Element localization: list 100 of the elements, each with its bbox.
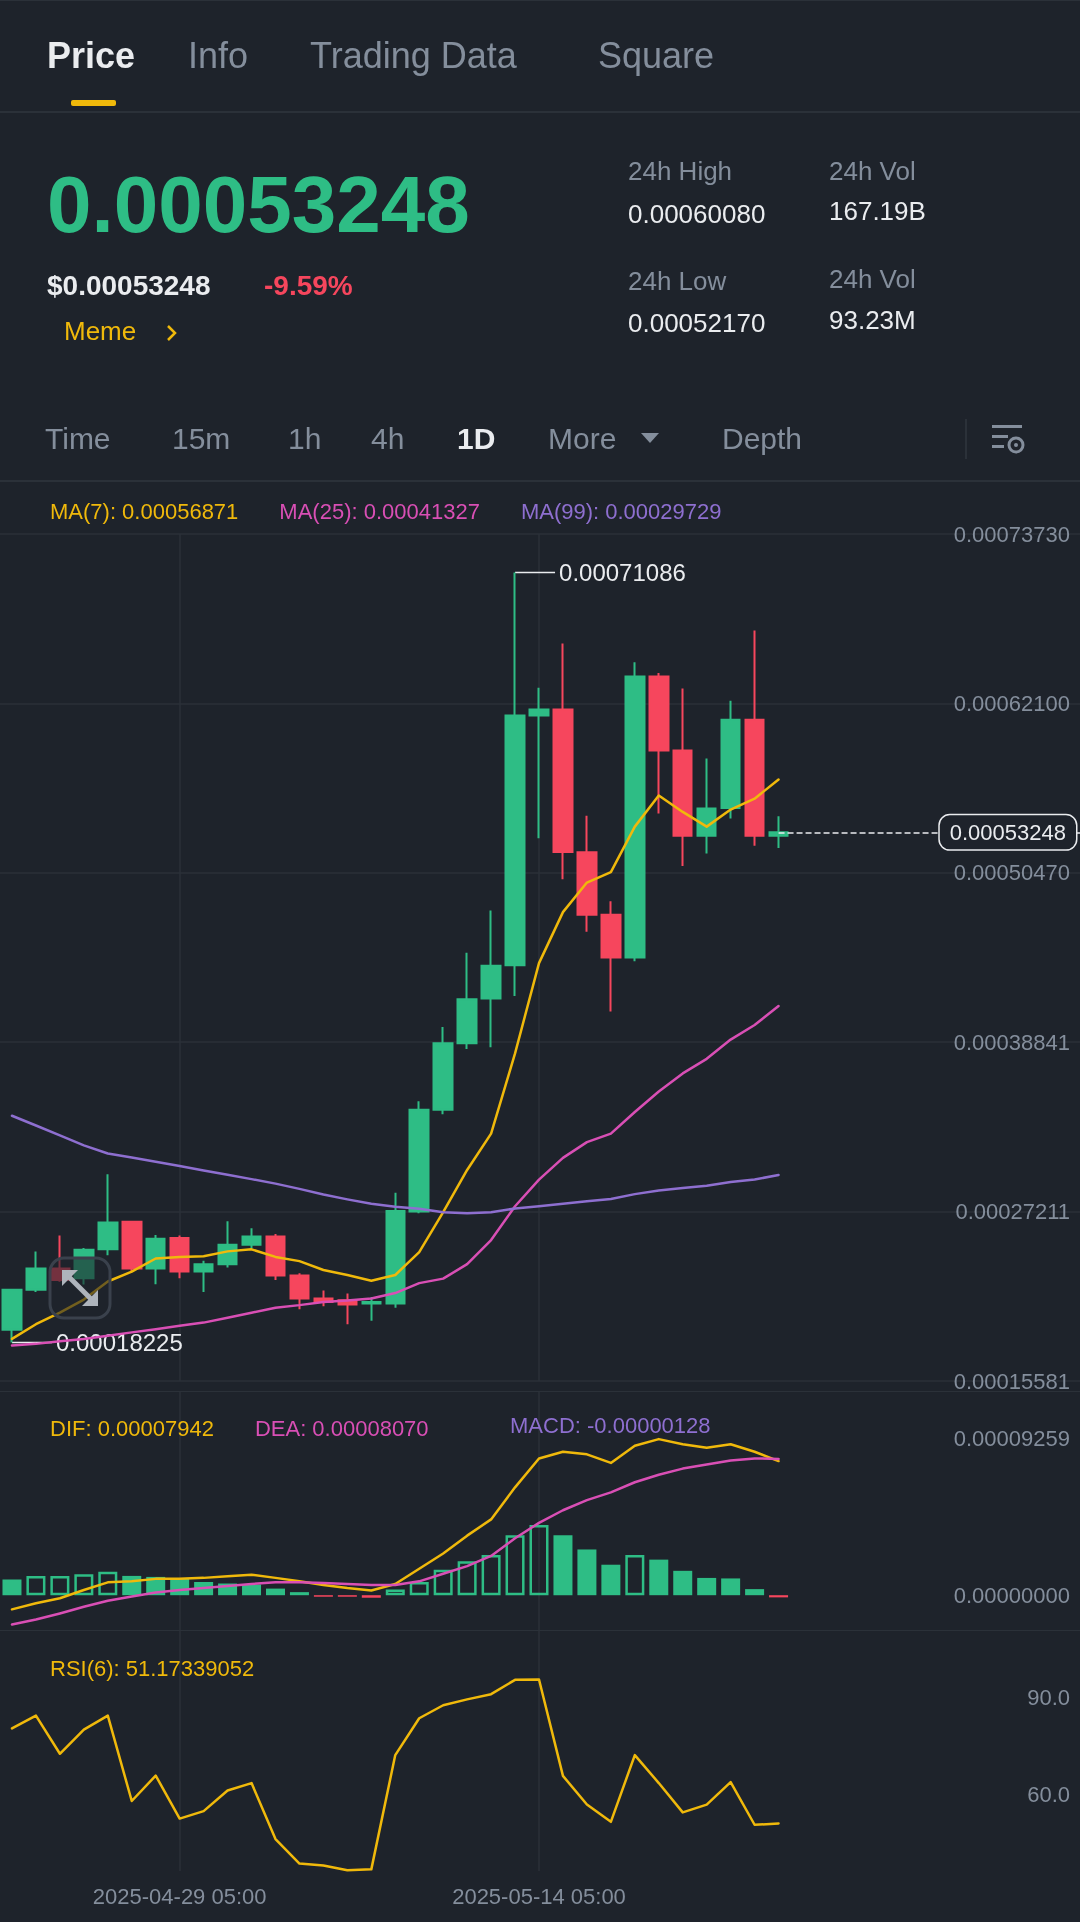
candlestick — [624, 661, 646, 963]
candlestick — [480, 909, 502, 1049]
x-tick-label: 2025-04-29 05:00 — [92, 1883, 267, 1909]
text: 15m — [172, 421, 231, 457]
candlestick — [25, 1250, 47, 1294]
candlestick — [121, 1220, 143, 1273]
bar — [265, 1588, 285, 1596]
text: Time — [45, 421, 111, 457]
bar — [98, 1571, 118, 1596]
candlestick — [768, 815, 789, 850]
text: Square — [598, 35, 715, 77]
bar — [529, 1525, 549, 1596]
annotation: 0.00018225 — [55, 1328, 183, 1356]
annotation: 0.00071086 — [559, 559, 686, 587]
text: -9.59% — [264, 269, 353, 303]
y-tick-label: 0.00073730 — [953, 521, 1070, 547]
y-tick-label: 90.0 — [1027, 1684, 1070, 1710]
text: 0.00052170 — [628, 308, 766, 339]
text: 0.00060080 — [628, 199, 766, 230]
text: 24h Vol — [829, 264, 916, 295]
candlestick — [672, 687, 693, 868]
bar — [625, 1555, 645, 1596]
text: 24h Low — [628, 266, 727, 297]
candlestick — [169, 1234, 190, 1280]
candlestick — [696, 757, 717, 855]
candlestick — [744, 629, 765, 847]
text: 24h High — [628, 156, 733, 187]
text: 93.23M — [829, 305, 916, 336]
text: 1D — [457, 421, 496, 457]
bar — [361, 1595, 381, 1598]
candlestick — [504, 571, 526, 997]
bar — [697, 1577, 717, 1596]
bar — [553, 1535, 573, 1596]
text: Info — [188, 35, 249, 77]
bar — [74, 1574, 94, 1596]
text: MA(7): 0.00056871 — [50, 498, 239, 524]
y-tick-label: 0.00015581 — [953, 1368, 1070, 1394]
candlestick — [385, 1191, 406, 1309]
candlestick — [408, 1100, 430, 1215]
candlestick — [720, 699, 741, 820]
bar — [505, 1535, 525, 1596]
y-tick-label: 0.00009259 — [953, 1426, 1070, 1452]
bar — [577, 1549, 597, 1596]
y-tick-label: 0.00062100 — [953, 690, 1070, 716]
bar — [385, 1589, 405, 1596]
bar — [721, 1578, 741, 1596]
bar — [289, 1592, 309, 1596]
line-series — [10, 1437, 780, 1611]
text: 4h — [371, 421, 405, 457]
bar — [601, 1564, 621, 1596]
text: 24h Vol — [829, 156, 916, 187]
bar — [457, 1561, 477, 1596]
y-tick-label: 0.00027211 — [955, 1199, 1070, 1225]
candlestick — [145, 1233, 166, 1286]
bar — [769, 1595, 789, 1598]
text: Meme — [64, 316, 137, 347]
candlestick — [193, 1259, 214, 1294]
candlestick — [528, 686, 550, 840]
text: Trading Data — [310, 35, 517, 77]
text: DEA: 0.00008070 — [254, 1415, 429, 1441]
candlestick — [432, 1026, 454, 1116]
y-tick-label: 0.00050470 — [953, 860, 1070, 886]
bar — [481, 1555, 501, 1596]
candlestick — [241, 1227, 262, 1250]
candlestick — [648, 672, 670, 815]
candlestick — [1, 1288, 23, 1344]
text: 1h — [288, 421, 322, 457]
candlestick — [97, 1173, 119, 1257]
bar — [2, 1579, 22, 1596]
candlestick — [552, 642, 574, 881]
series-label: RSI(6): 51.17339052 — [50, 1655, 255, 1681]
y-tick-label: 0.00000000 — [953, 1582, 1070, 1608]
candlestick — [600, 900, 622, 1013]
text: DIF: 0.00007942 — [50, 1415, 214, 1441]
y-tick-label: 0.00038841 — [953, 1029, 1070, 1055]
bar — [673, 1570, 693, 1596]
line-series — [10, 1457, 780, 1626]
text: 167.19B — [829, 196, 926, 227]
text: More — [548, 421, 617, 457]
text: 0.00053248 — [47, 159, 470, 251]
bar — [745, 1589, 765, 1596]
line-series — [10, 1114, 780, 1215]
text: MA(99): 0.00029729 — [520, 498, 722, 524]
annotation: MACD: -0.00000128 — [510, 1412, 711, 1438]
candlestick — [576, 814, 598, 933]
bar — [242, 1584, 262, 1596]
ref-line-label: 0.00053248 — [949, 819, 1066, 845]
text: Depth — [722, 421, 803, 457]
text: MA(25): 0.00041327 — [279, 498, 480, 524]
candlestick — [456, 951, 478, 1051]
bar — [50, 1575, 70, 1596]
bar — [409, 1581, 429, 1596]
text: $0.00053248 — [47, 269, 211, 303]
candlestick — [289, 1272, 310, 1311]
candlestick — [265, 1232, 286, 1281]
text: Price — [47, 35, 136, 77]
y-tick-label: 60.0 — [1027, 1782, 1070, 1808]
bar — [649, 1559, 669, 1596]
x-tick-label: 2025-05-14 05:00 — [452, 1883, 626, 1909]
bar — [26, 1575, 46, 1596]
